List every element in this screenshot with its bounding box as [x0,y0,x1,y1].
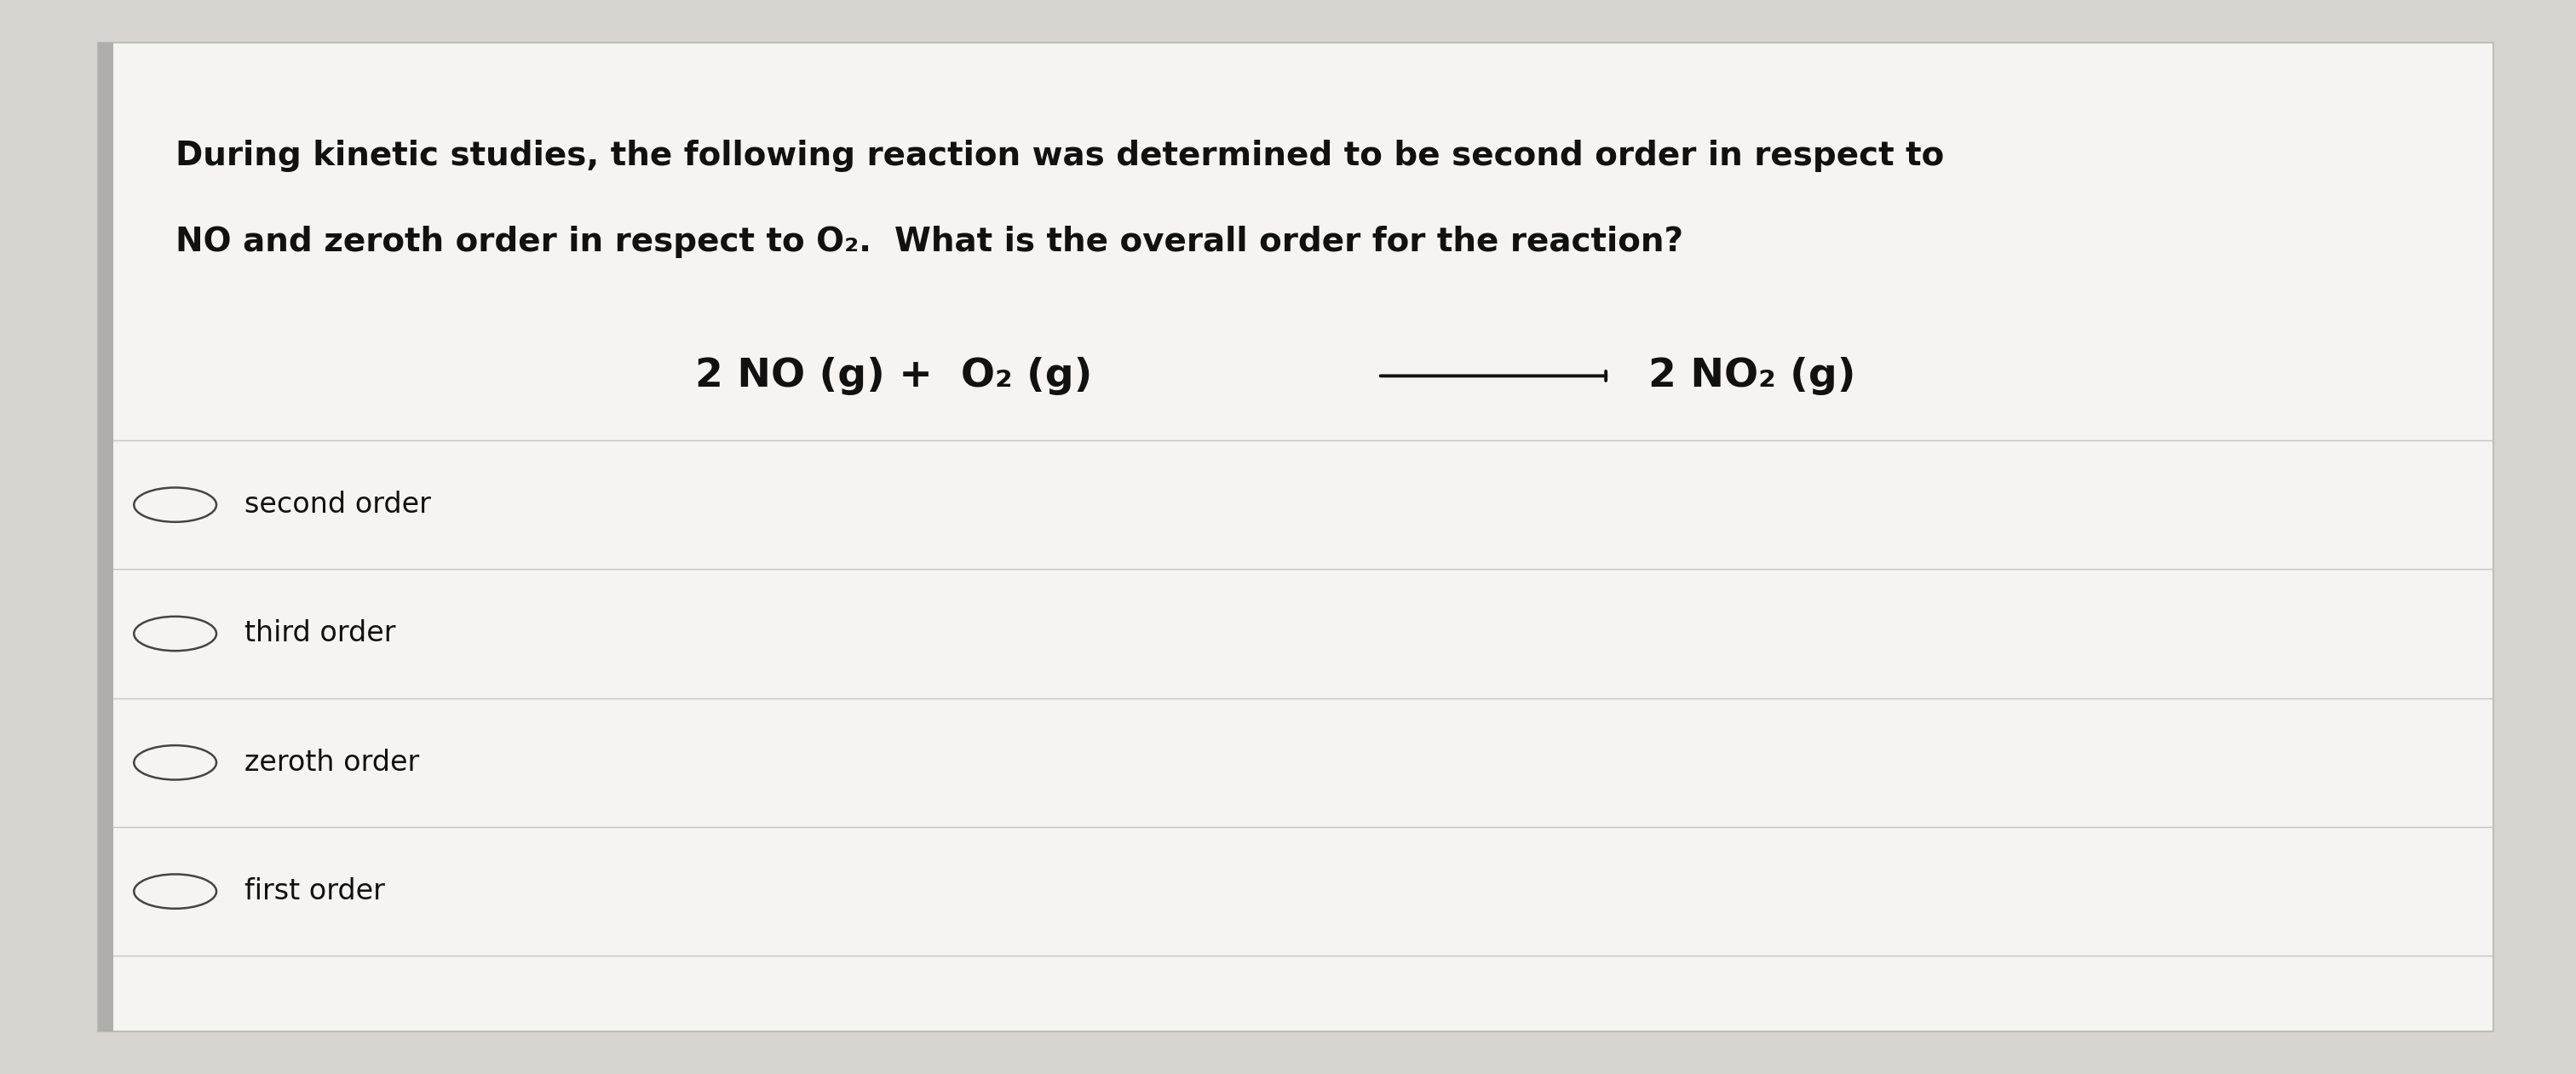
Text: 2 NO₂ (g): 2 NO₂ (g) [1649,357,1855,395]
Text: NO and zeroth order in respect to O₂.  What is the overall order for the reactio: NO and zeroth order in respect to O₂. Wh… [175,226,1682,258]
Text: first order: first order [245,877,386,905]
FancyBboxPatch shape [98,43,113,1031]
Text: zeroth order: zeroth order [245,749,420,777]
Text: 2 NO (g) +  O₂ (g): 2 NO (g) + O₂ (g) [696,357,1092,395]
Text: second order: second order [245,491,430,519]
Text: During kinetic studies, the following reaction was determined to be second order: During kinetic studies, the following re… [175,140,1945,172]
Text: third order: third order [245,620,397,648]
FancyBboxPatch shape [98,43,2494,1031]
